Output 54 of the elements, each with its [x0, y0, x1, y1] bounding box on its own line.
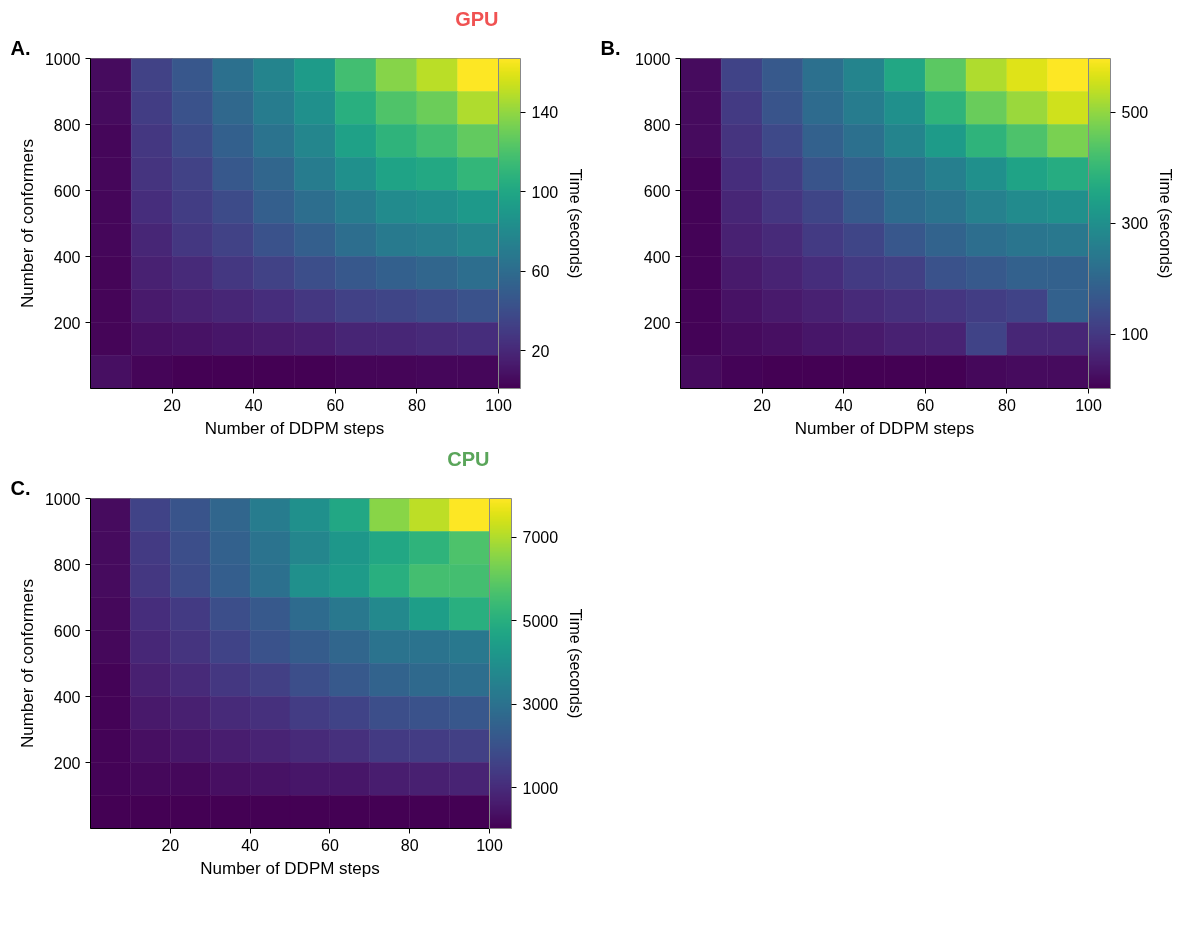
- y-tick-label: 1000: [634, 50, 671, 68]
- color-bar-label: 60: [531, 263, 550, 281]
- y-tick-label: 800: [53, 556, 81, 574]
- x-tick-label: 80: [408, 396, 426, 414]
- x-tick-label: 80: [998, 396, 1016, 414]
- y-tick-label: 1000: [44, 490, 81, 508]
- chart-title: GPU: [455, 7, 499, 30]
- color-bar-label: 20: [531, 342, 550, 360]
- x-axis-title: Number of DDPM steps: [204, 418, 385, 438]
- chart-title: CPU: [447, 447, 490, 470]
- text: C.: [10, 476, 31, 499]
- y-axis-title: Number of conformers: [17, 138, 37, 309]
- y-tick-label: 600: [643, 182, 671, 200]
- y-tick-label: 200: [53, 754, 81, 772]
- y-tick-label: 400: [53, 248, 81, 266]
- color-bar-label: 300: [1121, 215, 1149, 233]
- x-axis-title: Number of DDPM steps: [200, 858, 380, 878]
- y-tick-label: 1000: [44, 50, 81, 68]
- x-axis-title: Number of DDPM steps: [794, 418, 975, 438]
- x-tick-label: 100: [485, 396, 512, 414]
- y-tick-label: 200: [643, 314, 671, 332]
- y-tick-label: 200: [53, 314, 81, 332]
- color-bar-label: 100: [1121, 326, 1149, 344]
- y-tick-label: 400: [53, 688, 81, 706]
- color-bar-label: 1000: [522, 779, 559, 797]
- color-bar-title: Time (seconds): [1156, 168, 1174, 279]
- x-tick-label: 40: [241, 836, 260, 854]
- color-bar-label: 140: [531, 104, 559, 122]
- color-bar-label: 5000: [522, 612, 559, 630]
- color-bar-label: 3000: [522, 696, 559, 714]
- x-tick-label: 40: [244, 396, 263, 414]
- x-tick-label: 100: [476, 836, 503, 854]
- x-tick-label: 20: [163, 396, 182, 414]
- x-tick-label: 100: [1075, 396, 1102, 414]
- y-tick-label: 600: [53, 182, 81, 200]
- color-bar-title: Time (seconds): [566, 608, 584, 719]
- color-bar-label: 100: [531, 183, 559, 201]
- x-tick-label: 60: [326, 396, 345, 414]
- x-tick-label: 20: [161, 836, 180, 854]
- y-tick-label: 800: [53, 116, 81, 134]
- x-tick-label: 60: [321, 836, 339, 854]
- color-bar-label: 7000: [522, 529, 559, 547]
- y-tick-label: 400: [643, 248, 671, 266]
- color-bar-title: Time (seconds): [566, 168, 584, 279]
- color-bar-label: 500: [1121, 104, 1149, 122]
- y-tick-label: 800: [643, 116, 671, 134]
- text: A.: [10, 36, 31, 59]
- x-tick-label: 80: [400, 836, 419, 854]
- y-tick-label: 600: [53, 622, 81, 640]
- x-tick-label: 60: [916, 396, 935, 414]
- text: B.: [600, 36, 621, 59]
- y-axis-title: Number of conformers: [17, 578, 37, 749]
- x-tick-label: 20: [753, 396, 772, 414]
- x-tick-label: 40: [834, 396, 853, 414]
